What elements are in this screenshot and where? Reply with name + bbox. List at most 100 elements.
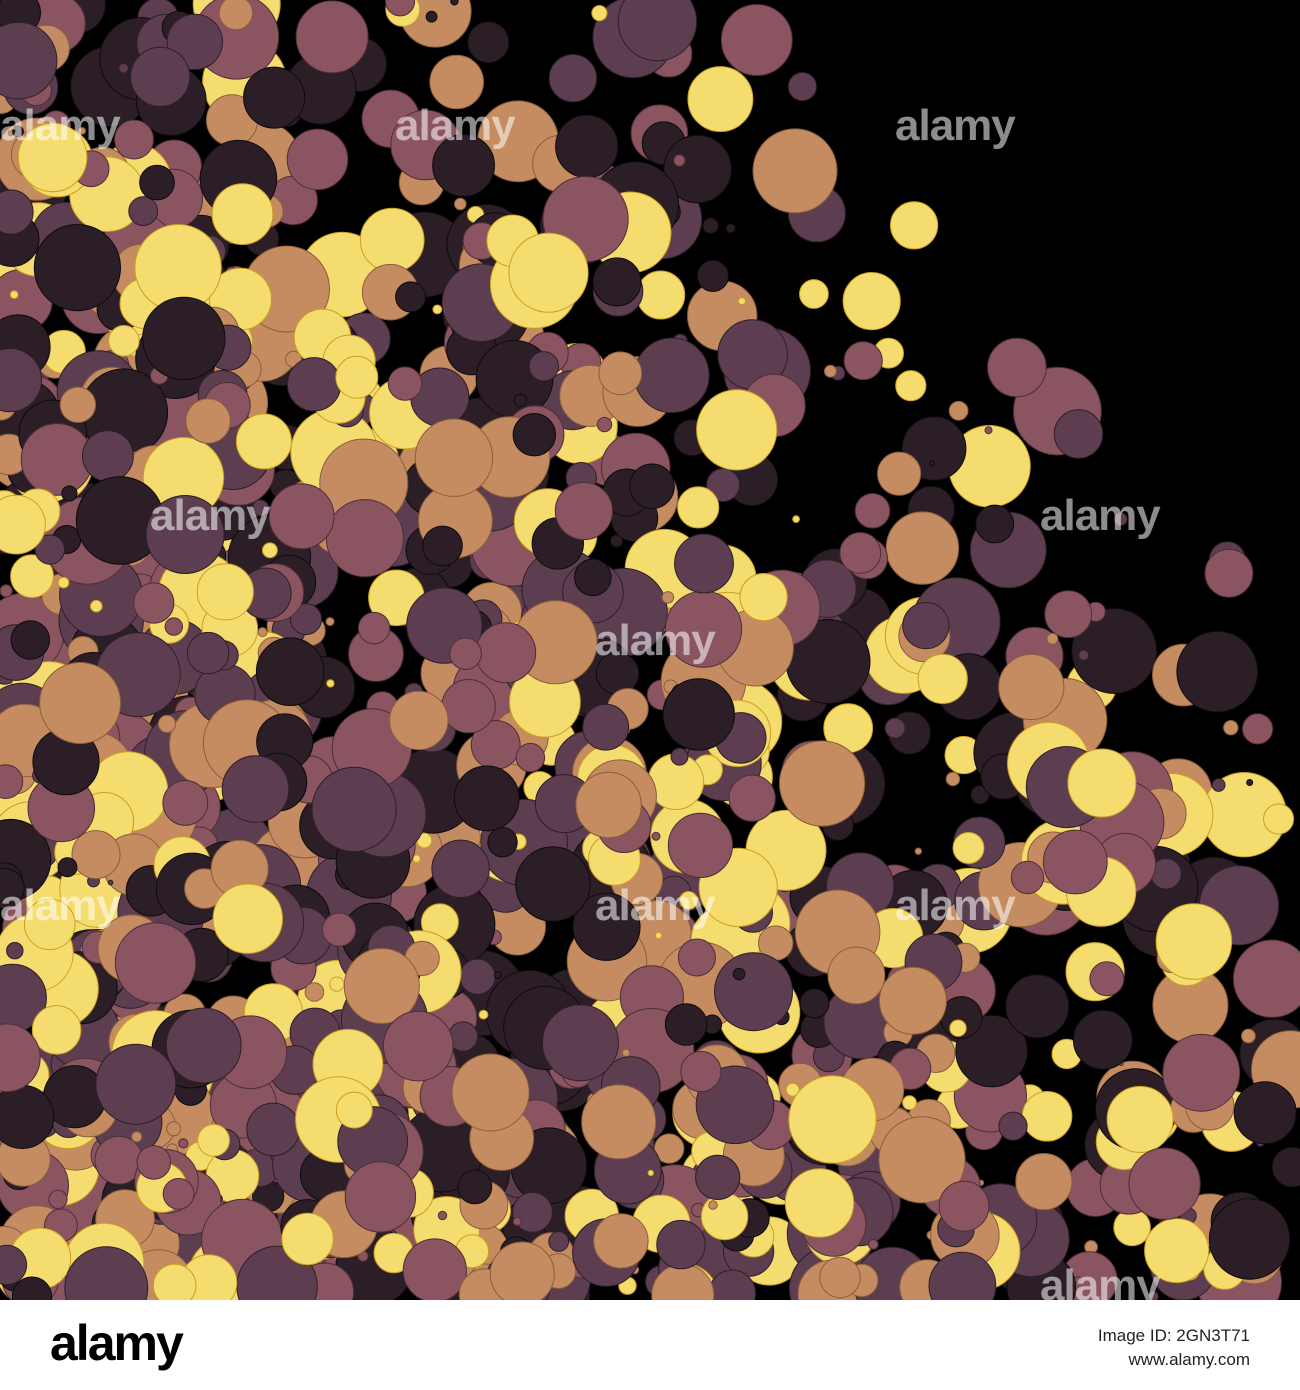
dot xyxy=(714,952,793,1032)
dot xyxy=(779,740,866,827)
watermark: alamy xyxy=(1040,491,1161,540)
dot xyxy=(131,1131,143,1143)
dot xyxy=(136,1145,172,1180)
watermark: alamy xyxy=(150,491,271,540)
dot xyxy=(130,46,191,107)
dot xyxy=(412,854,421,863)
dot xyxy=(437,1210,448,1221)
dot xyxy=(1128,1147,1201,1220)
dot xyxy=(34,534,66,565)
dot xyxy=(1078,649,1090,661)
dot xyxy=(178,1138,189,1149)
dot xyxy=(890,201,939,250)
dot xyxy=(90,599,103,613)
dot xyxy=(108,325,140,357)
dot xyxy=(429,54,485,110)
dot xyxy=(952,832,985,864)
dot xyxy=(708,1200,718,1210)
watermark: alamy xyxy=(895,881,1016,930)
dot xyxy=(677,486,720,529)
dot xyxy=(878,966,947,1035)
dot xyxy=(702,217,719,234)
dot xyxy=(450,0,459,6)
dot xyxy=(725,223,736,234)
dot xyxy=(670,747,689,766)
dot xyxy=(1263,803,1295,835)
dot xyxy=(475,622,537,684)
dot xyxy=(335,355,379,399)
dot xyxy=(696,389,778,471)
dot xyxy=(998,653,1065,721)
dot xyxy=(1074,1276,1082,1284)
dot xyxy=(651,831,661,841)
dot xyxy=(945,771,961,787)
dot xyxy=(902,602,950,650)
dot xyxy=(664,1003,708,1046)
dot xyxy=(1067,748,1137,818)
dot xyxy=(304,982,325,1002)
dot xyxy=(1148,1291,1159,1300)
dot xyxy=(799,279,829,309)
dot xyxy=(662,678,735,751)
dot xyxy=(938,1180,990,1232)
dot xyxy=(31,1005,82,1055)
dot xyxy=(1232,939,1300,1018)
dot xyxy=(843,341,883,381)
dot xyxy=(243,66,306,129)
dot xyxy=(984,426,993,435)
dot xyxy=(885,511,960,585)
dot xyxy=(1241,1028,1256,1044)
dot xyxy=(609,534,624,548)
dot xyxy=(1021,1091,1073,1142)
dot xyxy=(575,771,642,839)
dot xyxy=(357,611,391,645)
image-meta: Image ID: 2GN3T71 www.alamy.com xyxy=(1098,1324,1250,1372)
dot xyxy=(197,1123,231,1157)
dot xyxy=(917,653,968,705)
dot xyxy=(895,370,927,402)
dot xyxy=(792,515,800,523)
dot xyxy=(975,504,1015,544)
dot xyxy=(385,0,416,17)
dot xyxy=(20,423,94,496)
confetti xyxy=(0,0,1300,1300)
dot xyxy=(335,1091,373,1129)
dot xyxy=(114,119,154,160)
dot xyxy=(257,627,268,638)
dot xyxy=(700,1192,749,1241)
dot xyxy=(1053,409,1104,459)
dot xyxy=(528,351,559,382)
dot xyxy=(1204,548,1254,598)
dot xyxy=(422,525,463,567)
dot xyxy=(286,128,349,191)
dot xyxy=(166,1121,182,1137)
dot xyxy=(71,830,121,880)
dot xyxy=(548,1231,570,1252)
dot xyxy=(512,1217,522,1226)
dot xyxy=(326,679,335,688)
dot xyxy=(634,337,710,414)
watermarks: alamy alamy alamy alamy alamy alamy alamy alamy… xyxy=(0,101,1162,1300)
dot xyxy=(0,1023,41,1093)
watermark: alamy xyxy=(0,101,121,150)
dot xyxy=(432,304,443,315)
dot xyxy=(513,393,528,407)
dot xyxy=(61,485,78,502)
dot xyxy=(0,494,46,555)
dot xyxy=(541,1004,619,1082)
dot xyxy=(515,742,546,773)
dot xyxy=(255,637,325,707)
watermark: alamy xyxy=(595,881,716,930)
dot xyxy=(0,867,25,910)
dot xyxy=(114,922,197,1004)
dot xyxy=(441,679,496,734)
dot xyxy=(592,257,642,307)
dot xyxy=(784,1168,855,1238)
dot xyxy=(674,533,734,594)
dot xyxy=(382,1010,454,1082)
dot xyxy=(142,296,226,381)
dot xyxy=(0,764,24,799)
dot xyxy=(1005,974,1070,1039)
dot xyxy=(677,938,716,977)
dot xyxy=(78,126,86,135)
